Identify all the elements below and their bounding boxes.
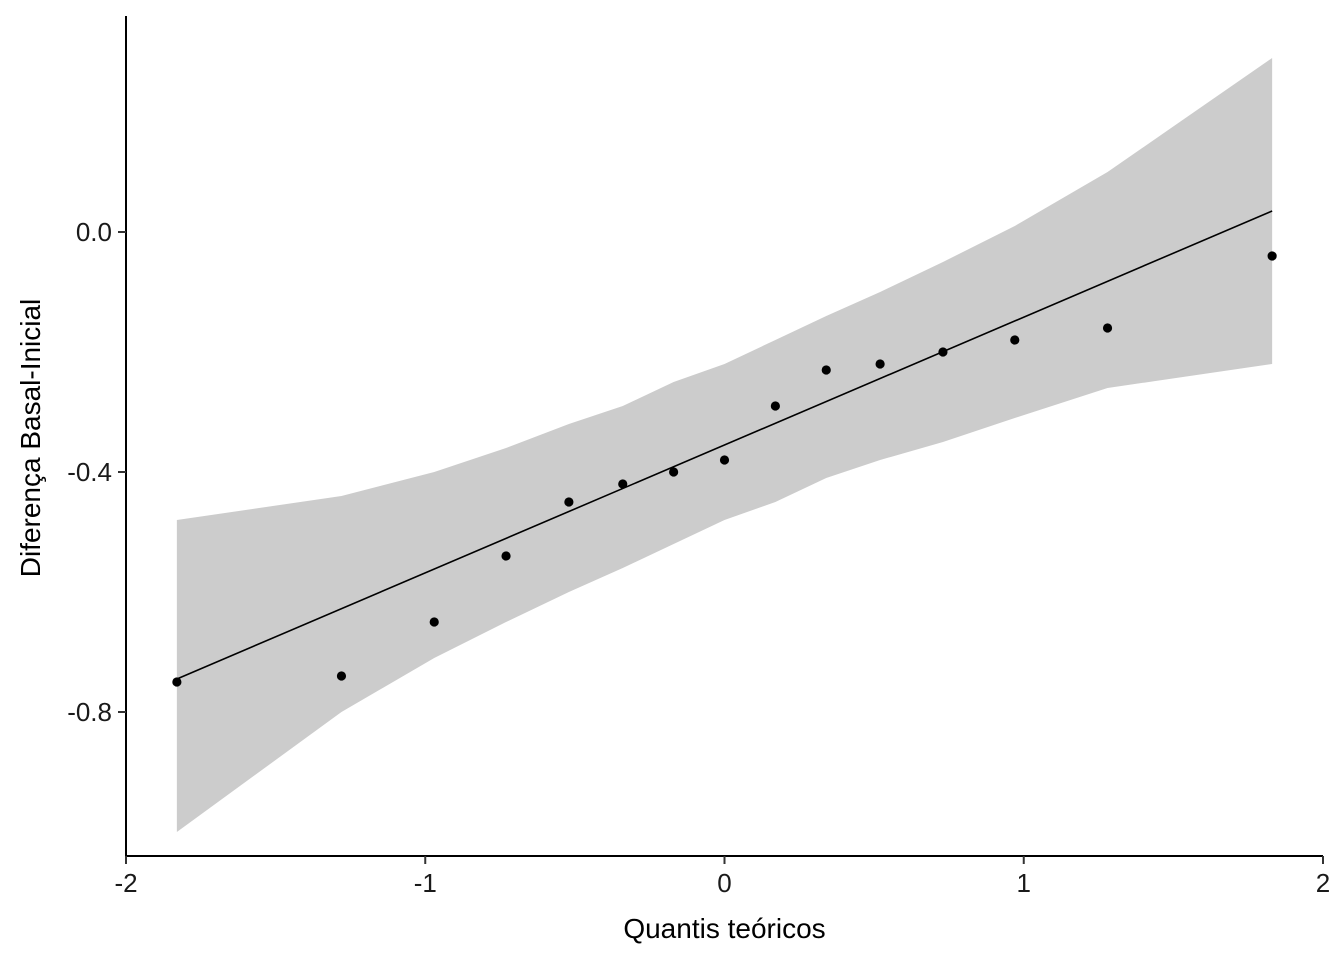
x-tick-label: 2: [1316, 868, 1330, 898]
x-axis-ticks: -2 -1 0 1 2: [114, 856, 1330, 898]
data-point: [172, 677, 182, 687]
reference-line: [176, 210, 1273, 680]
data-point: [501, 551, 511, 561]
reference-line-layer: [176, 210, 1273, 680]
data-point: [1102, 323, 1113, 333]
data-point: [938, 347, 948, 357]
x-tick-label: -1: [414, 868, 437, 898]
x-tick-label: 1: [1017, 868, 1031, 898]
y-axis-ticks: 0.0 -0.4 -0.8: [67, 217, 126, 727]
data-point: [429, 617, 439, 627]
x-tick-label: 0: [717, 868, 731, 898]
data-point: [821, 365, 831, 375]
data-point: [618, 479, 628, 489]
data-point: [875, 359, 885, 369]
data-points-layer: [172, 251, 1277, 687]
y-axis-title: Diferença Basal-Inicial: [15, 299, 46, 578]
x-axis-title: Quantis teóricos: [623, 913, 825, 944]
data-point: [564, 497, 574, 507]
data-point: [770, 401, 780, 411]
data-point: [669, 467, 679, 477]
y-tick-label: -0.4: [67, 457, 112, 487]
y-tick-label: -0.8: [67, 697, 112, 727]
data-point: [1267, 251, 1277, 261]
y-tick-label: 0.0: [76, 217, 112, 247]
data-point: [336, 671, 347, 681]
data-point: [1010, 335, 1020, 345]
data-point: [719, 455, 730, 465]
x-tick-label: -2: [114, 868, 137, 898]
